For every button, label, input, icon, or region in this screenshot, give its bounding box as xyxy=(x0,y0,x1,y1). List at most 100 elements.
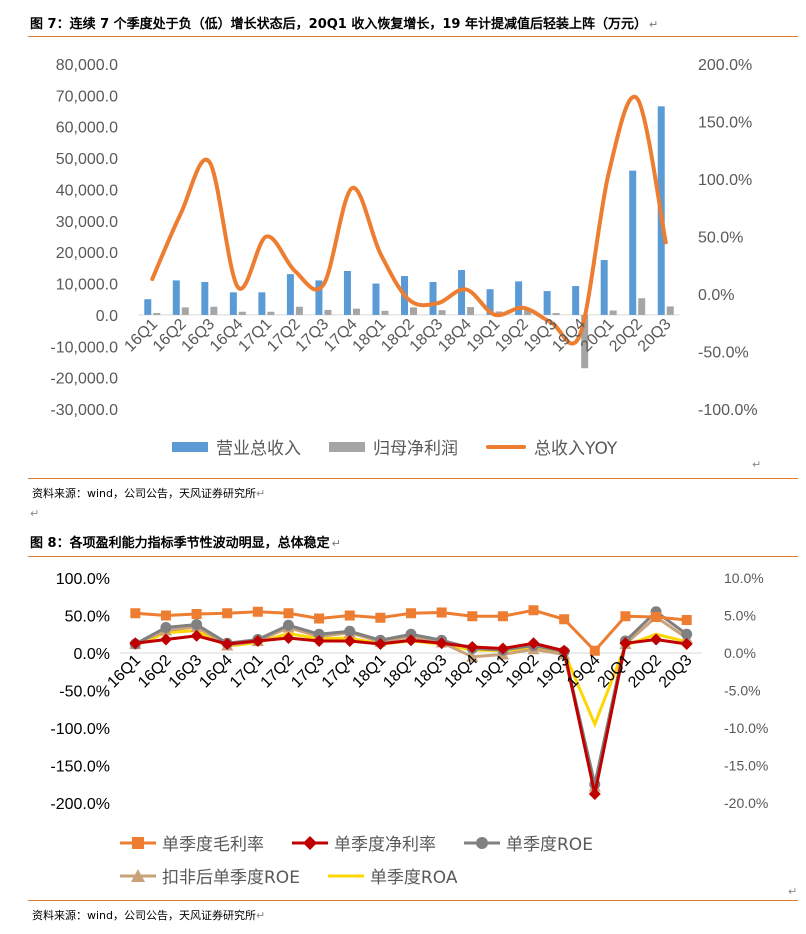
legend-item-gross-margin: 单季度毛利率 xyxy=(120,830,264,855)
legend-label-net-profit: 归母净利润 xyxy=(373,439,458,459)
chart-profitability-ratios: 100.0% 50.0% 0.0% -50.0% -100.0% -150.0% -200.… xyxy=(50,570,768,813)
marker-diamond xyxy=(129,637,142,650)
bar-net-profit xyxy=(524,309,532,315)
legend-item-net-profit: 归母净利润 xyxy=(329,434,458,459)
paragraph-mark-icon: ↵ xyxy=(256,487,266,500)
chart1-right-axis: 200.0% 150.0% 100.0% 50.0% 0.0% -50.0% -100.0% xyxy=(698,57,758,419)
marker-square xyxy=(406,608,416,619)
right-tick-label: 0.0% xyxy=(724,645,756,661)
right-tick-label: -10.0% xyxy=(724,720,768,736)
bar-revenue xyxy=(258,292,266,315)
legend-marker-triangle-icon xyxy=(120,868,156,882)
bar-revenue xyxy=(486,289,494,315)
left-tick-label: -30,000.0 xyxy=(50,402,118,419)
marker-square xyxy=(222,608,233,619)
marker-square xyxy=(314,613,325,624)
marker-square xyxy=(283,608,294,619)
bar-net-profit xyxy=(381,310,389,315)
marker-diamond xyxy=(558,644,571,657)
chart-revenue-profit-yoy: 80,000.0 70,000.0 60,000.0 50,000.0 40,000.0… xyxy=(50,57,758,419)
chart1-legend: 营业总收入 归母净利润 总收入YOY xyxy=(172,434,645,459)
marker-diamond xyxy=(251,635,264,647)
bar-revenue xyxy=(543,291,551,315)
figure-7-bottom-rule xyxy=(28,478,798,479)
marker-diamond xyxy=(374,638,387,650)
legend-label-net-margin: 单季度净利率 xyxy=(334,835,436,855)
left-tick-label: 50,000.0 xyxy=(56,151,118,168)
left-tick-label: 40,000.0 xyxy=(56,182,118,199)
bar-net-profit xyxy=(352,308,360,315)
marker-diamond xyxy=(405,634,417,647)
marker-square xyxy=(681,615,692,625)
marker-circle xyxy=(344,625,356,637)
marker-diamond xyxy=(527,637,540,650)
figure-8-bottom-rule xyxy=(28,900,798,901)
left-tick-label: 0.0% xyxy=(74,646,110,663)
right-tick-label: -5.0% xyxy=(724,683,761,699)
marker-triangle xyxy=(466,650,479,662)
bar-revenue xyxy=(515,281,523,315)
x-tick-label: 20Q3 xyxy=(656,652,696,692)
left-tick-label: 10,000.0 xyxy=(56,277,118,294)
x-tick-label: 16Q3 xyxy=(166,652,206,692)
marker-diamond xyxy=(680,638,693,650)
marker-circle xyxy=(681,628,693,640)
marker-square xyxy=(436,607,447,618)
chart2-x-axis: 16Q116Q216Q316Q417Q117Q217Q317Q418Q118Q2… xyxy=(104,652,695,692)
bar-revenue xyxy=(172,280,180,315)
marker-diamond xyxy=(221,638,234,650)
left-tick-label: 70,000.0 xyxy=(56,88,118,105)
left-tick-label: 30,000.0 xyxy=(56,214,118,231)
chart2-right-axis: 10.0% 5.0% 0.0% -5.0% -10.0% -15.0% -20.0% xyxy=(724,570,768,811)
x-tick-label: 16Q1 xyxy=(104,652,144,692)
marker-diamond xyxy=(619,637,632,650)
marker-diamond xyxy=(159,633,172,646)
left-tick-label: -20,000.0 xyxy=(50,371,118,388)
marker-square xyxy=(191,609,202,619)
x-tick-label: 20Q2 xyxy=(625,652,665,692)
legend-line-roa-icon xyxy=(327,874,364,877)
x-tick-label: 17Q1 xyxy=(227,652,267,692)
paragraph-mark-icon: ↵ xyxy=(752,458,762,471)
marker-diamond xyxy=(466,641,479,653)
marker-square xyxy=(651,612,662,622)
figure-7-title-text: 图 7：连续 7 个季度处于负（低）增长状态后，20Q1 收入恢复增长，19 年… xyxy=(30,17,647,32)
marker-diamond xyxy=(650,633,663,646)
paragraph-mark-icon: ↵ xyxy=(30,507,40,520)
chart2-legend-row-2: 扣非后单季度ROE 单季度ROA xyxy=(120,863,680,888)
x-tick-label: 20Q3 xyxy=(635,316,675,356)
bar-net-profit xyxy=(638,298,646,315)
x-tick-label: 16Q2 xyxy=(135,652,175,692)
figure-8-source: 资料来源：wind，公司公告，天风证券研究所↵ xyxy=(32,907,265,923)
bar-revenue xyxy=(429,281,437,315)
paragraph-mark-icon: ↵ xyxy=(788,885,798,898)
marker-square xyxy=(375,612,386,623)
chart1-yoy-line xyxy=(150,94,668,346)
figure-8-title-text: 图 8：各项盈利能力指标季节性波动明显，总体稳定 xyxy=(30,536,330,551)
left-tick-label: 0.0 xyxy=(96,308,118,325)
marker-square xyxy=(559,614,570,625)
bar-revenue xyxy=(600,260,608,315)
bar-revenue xyxy=(144,299,152,315)
marker-square xyxy=(160,610,171,621)
legend-swatch-revenue-icon xyxy=(172,441,208,452)
left-tick-label: 60,000.0 xyxy=(56,120,118,137)
x-tick-label: 18Q3 xyxy=(411,652,451,692)
paragraph-mark-icon: ↵ xyxy=(256,909,266,922)
left-tick-label: 80,000.0 xyxy=(56,57,118,74)
right-tick-label: 50.0% xyxy=(698,230,743,247)
bar-net-profit xyxy=(238,311,246,315)
marker-circle xyxy=(313,628,325,640)
bar-net-profit xyxy=(438,310,446,315)
bar-net-profit xyxy=(267,311,275,315)
left-tick-label: 100.0% xyxy=(56,571,110,588)
bar-revenue xyxy=(372,283,380,315)
bar-revenue xyxy=(229,292,237,315)
marker-square xyxy=(344,610,355,621)
legend-swatch-yoy-icon xyxy=(486,444,526,449)
legend-marker-circle-icon xyxy=(464,836,500,849)
figure-7-source: 资料来源：wind，公司公告，天风证券研究所↵ xyxy=(32,485,265,501)
right-tick-label: 10.0% xyxy=(724,570,764,586)
marker-diamond xyxy=(190,629,203,642)
legend-label-revenue: 营业总收入 xyxy=(216,439,301,459)
